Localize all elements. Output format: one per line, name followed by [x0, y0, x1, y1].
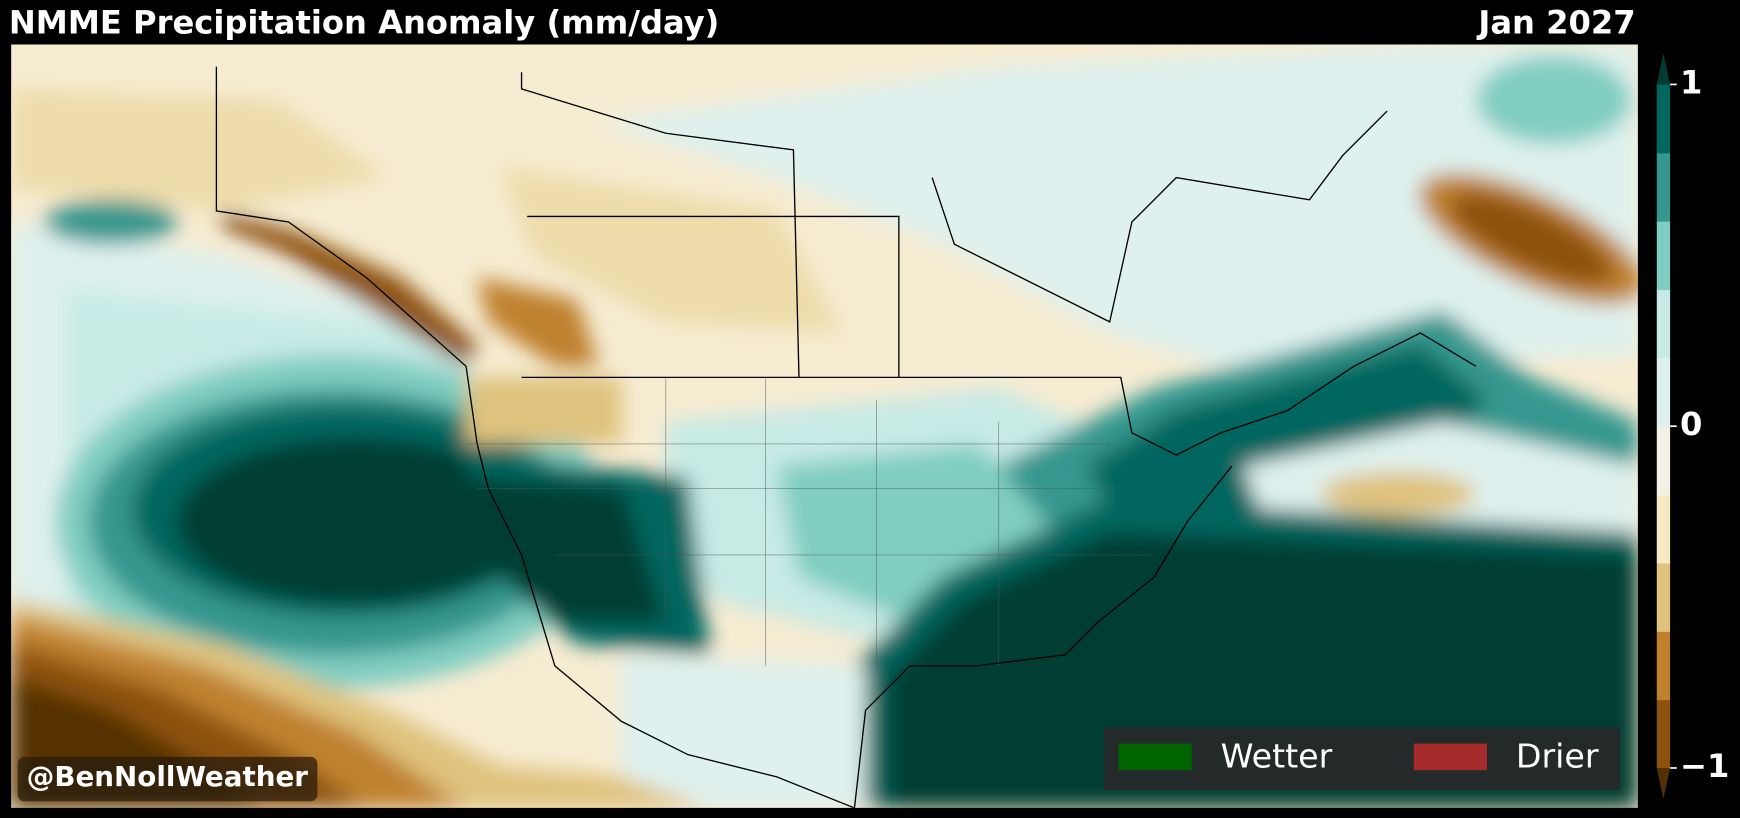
map	[11, 44, 1638, 808]
colorbar-segment	[1656, 152, 1671, 222]
date: Jan 2027	[1476, 3, 1635, 41]
colorbar-extension	[1656, 53, 1671, 85]
colorbar-extension	[1656, 767, 1671, 800]
legend-swatch	[1413, 743, 1487, 771]
legend-swatch	[1118, 743, 1192, 771]
legend: Wetter Drier	[1118, 736, 1599, 775]
colorbar-tick-label: 0	[1680, 405, 1702, 443]
colorbar-segment	[1656, 84, 1671, 154]
colorbar-segment	[1656, 289, 1671, 359]
colorbar-segment	[1656, 699, 1671, 769]
colorbar-segment	[1656, 562, 1671, 632]
colorbar-segment	[1656, 494, 1671, 564]
legend-label: Wetter	[1221, 736, 1333, 775]
colorbar-segment	[1656, 357, 1671, 427]
watermark-box	[17, 756, 318, 802]
colorbar: −1 0 1	[1656, 53, 1729, 800]
legend-label: Drier	[1516, 736, 1599, 775]
colorbar-segment	[1656, 426, 1671, 496]
colorbar-tick-label: −1	[1680, 747, 1729, 785]
colorbar-segment	[1656, 221, 1671, 291]
colorbar-tick-label: 1	[1680, 63, 1702, 101]
watermark: @BenNollWeather	[27, 760, 309, 793]
colorbar-segment	[1656, 631, 1671, 701]
title: NMME Precipitation Anomaly (mm/day)	[9, 3, 720, 41]
